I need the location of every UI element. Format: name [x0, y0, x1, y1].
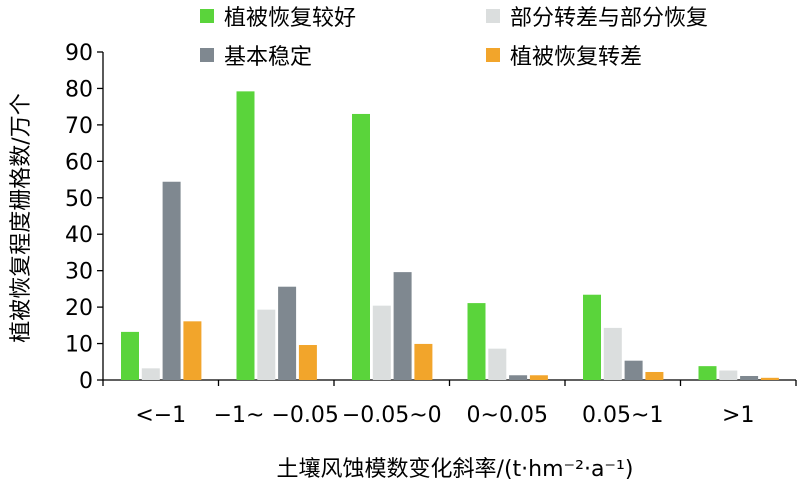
- y-tick-label: 70: [65, 114, 93, 139]
- bar: [372, 305, 391, 380]
- bar: [393, 272, 412, 380]
- bar: [183, 321, 202, 380]
- legend-swatch: [200, 9, 214, 23]
- x-tick-label: 0~0.05: [467, 403, 548, 428]
- y-tick-label: 50: [65, 187, 93, 212]
- bar: [760, 377, 779, 380]
- bar: [488, 348, 507, 380]
- legend-swatch: [486, 48, 500, 62]
- legend-label: 植被恢复较好: [224, 6, 356, 31]
- x-tick-label: <−1: [135, 403, 186, 428]
- bar: [698, 366, 717, 380]
- y-tick-label: 40: [65, 223, 93, 248]
- bar: [467, 303, 486, 380]
- y-axis-title: 植被恢复程度栅格数/万个: [9, 93, 34, 342]
- bar: [583, 294, 601, 380]
- y-tick-label: 10: [65, 333, 93, 358]
- bar: [624, 360, 643, 380]
- y-tick-label: 90: [65, 41, 93, 66]
- y-tick-label: 30: [65, 260, 93, 285]
- bar: [278, 286, 297, 380]
- bar: [740, 375, 759, 380]
- bar: [529, 375, 548, 380]
- bar: [719, 370, 738, 380]
- bar: [352, 113, 370, 380]
- bar: [298, 345, 317, 380]
- legend-swatch: [200, 48, 214, 62]
- legend-label: 部分转差与部分恢复: [510, 6, 708, 31]
- legend-label: 基本稳定: [224, 45, 312, 70]
- x-tick-label: −0.05~0: [342, 403, 442, 428]
- bar: [645, 371, 664, 380]
- bar: [257, 309, 276, 380]
- x-tick-label: 0.05~1: [582, 403, 663, 428]
- bar: [141, 368, 160, 380]
- y-axis-title-group: 植被恢复程度栅格数/万个: [9, 93, 34, 342]
- bar: [603, 327, 622, 380]
- plot-area: 0 10 20 30 40 50 60 70 80 90 <−1 −1~ −0.05 −0.05~0 0~…: [65, 41, 797, 428]
- bar: [414, 343, 433, 380]
- y-tick-label: 20: [65, 296, 93, 321]
- x-axis-title: 土壤风蚀模数变化斜率/(t·hm⁻²·a⁻¹): [277, 457, 634, 482]
- bar: [162, 181, 181, 380]
- legend-label: 植被恢复转差: [510, 45, 642, 70]
- x-tick-label: >1: [722, 403, 754, 428]
- legend-swatch: [486, 9, 500, 23]
- bar: [509, 375, 528, 380]
- bar: [236, 91, 255, 381]
- y-tick-label: 80: [65, 77, 93, 102]
- y-tick-label: 60: [65, 150, 93, 175]
- bar: [121, 331, 139, 380]
- y-tick-label: 0: [79, 369, 93, 394]
- x-tick-label: −1~ −0.05: [214, 403, 339, 428]
